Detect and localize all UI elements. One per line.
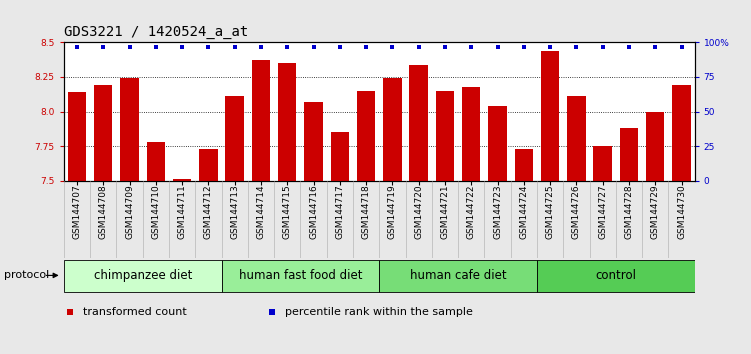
Text: GSM144707: GSM144707 [73,184,81,239]
Text: GSM144720: GSM144720 [415,184,423,239]
Text: GSM144714: GSM144714 [257,184,265,239]
Text: GSM144730: GSM144730 [677,184,686,239]
Bar [488,106,507,181]
Text: GSM144724: GSM144724 [520,184,528,239]
Bar [64,260,222,292]
Bar [278,63,297,181]
Bar [94,85,113,181]
Bar [462,87,481,181]
Text: GSM144711: GSM144711 [178,184,186,239]
Bar [383,78,402,181]
Text: GDS3221 / 1420524_a_at: GDS3221 / 1420524_a_at [64,25,248,39]
Text: protocol: protocol [4,270,49,280]
Text: human fast food diet: human fast food diet [239,269,362,282]
Text: control: control [596,269,636,282]
Bar [537,260,695,292]
Bar [330,132,349,181]
Bar [593,146,612,181]
Text: GSM144727: GSM144727 [599,184,607,239]
Bar [173,179,192,181]
Text: GSM144722: GSM144722 [467,184,475,239]
Text: GSM144728: GSM144728 [625,184,633,239]
Text: GSM144716: GSM144716 [309,184,318,239]
Text: human cafe diet: human cafe diet [410,269,506,282]
Text: percentile rank within the sample: percentile rank within the sample [285,307,472,317]
Bar [514,149,533,181]
Bar [357,91,376,181]
Text: GSM144726: GSM144726 [572,184,581,239]
Text: GSM144709: GSM144709 [125,184,134,239]
Text: GSM144710: GSM144710 [152,184,160,239]
Bar [541,51,559,181]
Text: GSM144718: GSM144718 [362,184,370,239]
Text: GSM144717: GSM144717 [336,184,344,239]
Bar [672,85,691,181]
Text: GSM144729: GSM144729 [651,184,659,239]
Text: GSM144723: GSM144723 [493,184,502,239]
Text: GSM144725: GSM144725 [546,184,554,239]
Text: GSM144715: GSM144715 [283,184,291,239]
Bar [646,112,665,181]
Bar [567,96,586,181]
Bar [620,128,638,181]
Bar [146,142,165,181]
Bar [304,102,323,181]
Bar [252,61,270,181]
Text: GSM144721: GSM144721 [441,184,449,239]
Bar [225,96,244,181]
Bar [436,91,454,181]
Text: GSM144713: GSM144713 [231,184,239,239]
Bar [120,78,139,181]
Text: transformed count: transformed count [83,307,186,317]
Text: chimpanzee diet: chimpanzee diet [94,269,192,282]
Text: GSM144712: GSM144712 [204,184,213,239]
Text: GSM144708: GSM144708 [99,184,107,239]
Text: GSM144719: GSM144719 [388,184,397,239]
Bar [199,149,218,181]
Bar [68,92,86,181]
Bar [222,260,379,292]
Bar [409,64,428,181]
Bar [379,260,537,292]
